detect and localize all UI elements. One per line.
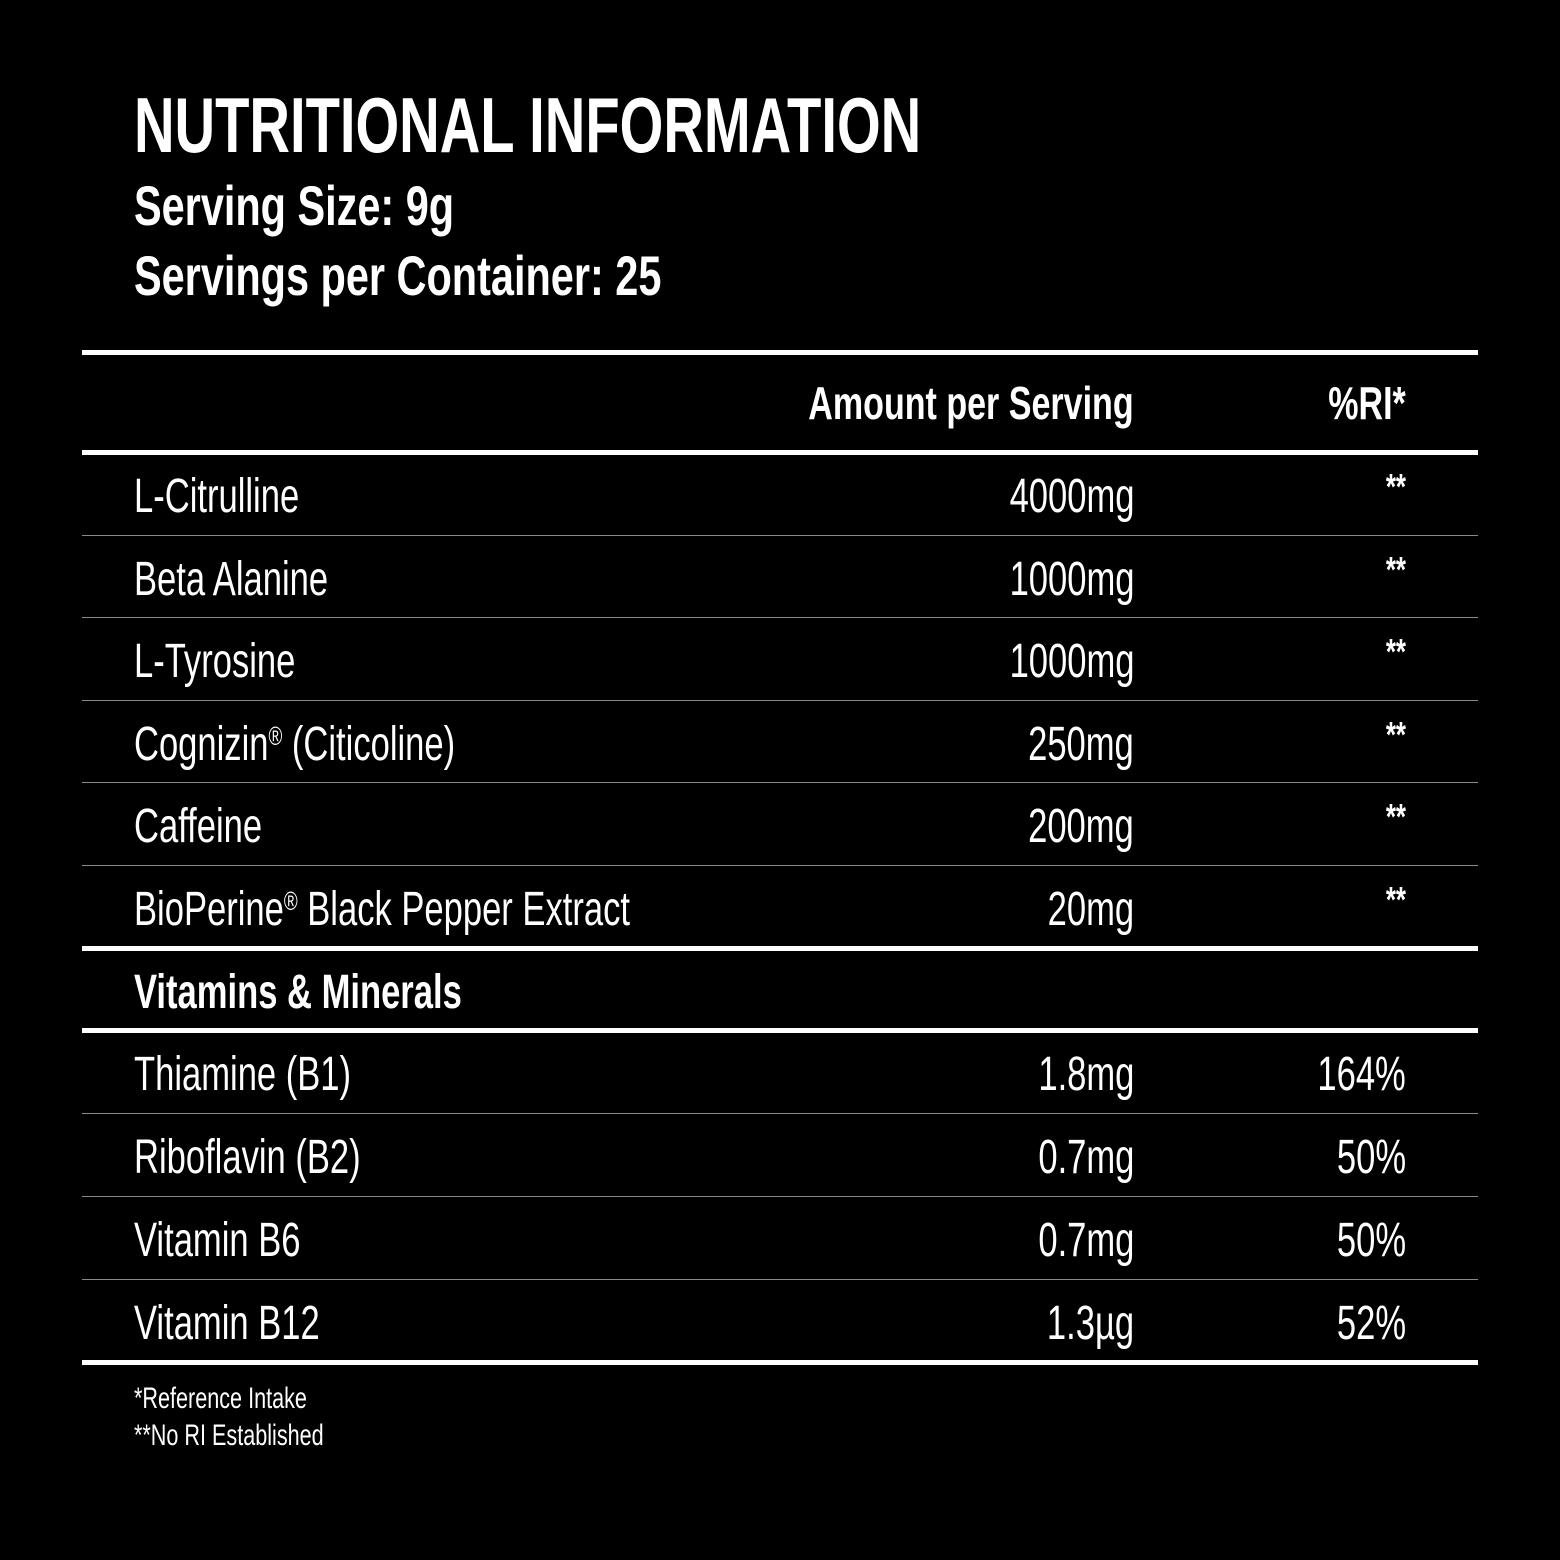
- row-divider: [82, 700, 1478, 701]
- row-divider: [82, 1113, 1478, 1114]
- ingredient-name: L-Tyrosine: [134, 635, 296, 688]
- table-row: Vitamin B6 0.7mg 50%: [0, 1199, 1560, 1281]
- table-row: L-Tyrosine 1000mg **: [0, 620, 1560, 702]
- ingredient-name: BioPerine® Black Pepper Extract: [134, 883, 630, 936]
- vitamin-name: Thiamine (B1): [134, 1048, 352, 1101]
- row-divider: [82, 865, 1478, 866]
- servings-per-container: Servings per Container: 25: [134, 244, 662, 307]
- table-top-rule: [82, 350, 1478, 355]
- vitamin-ri: 50%: [1336, 1214, 1406, 1267]
- table-row: Thiamine (B1) 1.8mg 164%: [0, 1033, 1560, 1115]
- vitamin-ri: 50%: [1336, 1131, 1406, 1184]
- ingredient-name: Cognizin® (Citicoline): [134, 718, 456, 771]
- ingredient-amount: 20mg: [1047, 883, 1134, 936]
- serving-size: Serving Size: 9g: [134, 174, 455, 237]
- ingredient-name: L-Citrulline: [134, 470, 300, 523]
- section-rule: [82, 946, 1478, 951]
- vitamin-amount: 1.8mg: [1037, 1048, 1134, 1101]
- vitamin-amount: 0.7mg: [1037, 1131, 1134, 1184]
- column-header-ri: %RI*: [1328, 377, 1406, 429]
- ingredient-ri: **: [1385, 879, 1406, 920]
- ingredient-ri: **: [1385, 549, 1406, 590]
- table-row: BioPerine® Black Pepper Extract 20mg **: [0, 868, 1560, 950]
- vitamin-name: Vitamin B6: [134, 1214, 301, 1267]
- table-row: Caffeine 200mg **: [0, 785, 1560, 867]
- ingredient-ri: **: [1385, 466, 1406, 507]
- ingredient-ri: **: [1385, 631, 1406, 672]
- table-row: L-Citrulline 4000mg **: [0, 455, 1560, 537]
- column-header-amount: Amount per Serving: [808, 377, 1134, 429]
- table-row: Cognizin® (Citicoline) 250mg **: [0, 703, 1560, 785]
- ingredient-amount: 1000mg: [1009, 553, 1134, 606]
- ingredient-name: Beta Alanine: [134, 553, 329, 606]
- ingredient-amount: 250mg: [1028, 718, 1134, 771]
- ingredient-name: Caffeine: [134, 800, 263, 853]
- vitamin-amount: 0.7mg: [1037, 1214, 1134, 1267]
- section-row: Vitamins & Minerals: [0, 951, 1560, 1033]
- vitamin-name: Vitamin B12: [134, 1297, 320, 1350]
- row-divider: [82, 782, 1478, 783]
- ingredient-ri: **: [1385, 796, 1406, 837]
- footnote-no-ri: **No RI Established: [134, 1419, 324, 1452]
- page-title: NUTRITIONAL INFORMATION: [134, 81, 922, 169]
- ingredient-amount: 1000mg: [1009, 635, 1134, 688]
- ingredient-amount: 200mg: [1028, 800, 1134, 853]
- registered-mark: ®: [283, 886, 298, 916]
- table-row: Riboflavin (B2) 0.7mg 50%: [0, 1116, 1560, 1198]
- vitamin-amount: 1.3µg: [1046, 1297, 1134, 1350]
- vitamin-ri: 164%: [1317, 1048, 1406, 1101]
- ingredient-amount: 4000mg: [1009, 470, 1134, 523]
- ingredient-ri: **: [1385, 714, 1406, 755]
- vitamin-name: Riboflavin (B2): [134, 1131, 361, 1184]
- row-divider: [82, 535, 1478, 536]
- row-divider: [82, 1279, 1478, 1280]
- row-divider: [82, 1196, 1478, 1197]
- footnote-ri: *Reference Intake: [134, 1382, 307, 1415]
- table-row: Beta Alanine 1000mg **: [0, 538, 1560, 620]
- section-label: Vitamins & Minerals: [134, 966, 462, 1019]
- section-rule: [82, 1028, 1478, 1033]
- header-rule: [82, 450, 1478, 455]
- table-bottom-rule: [82, 1360, 1478, 1365]
- table-row: Vitamin B12 1.3µg 52%: [0, 1282, 1560, 1364]
- vitamin-ri: 52%: [1336, 1297, 1406, 1350]
- row-divider: [82, 617, 1478, 618]
- registered-mark: ®: [268, 721, 283, 751]
